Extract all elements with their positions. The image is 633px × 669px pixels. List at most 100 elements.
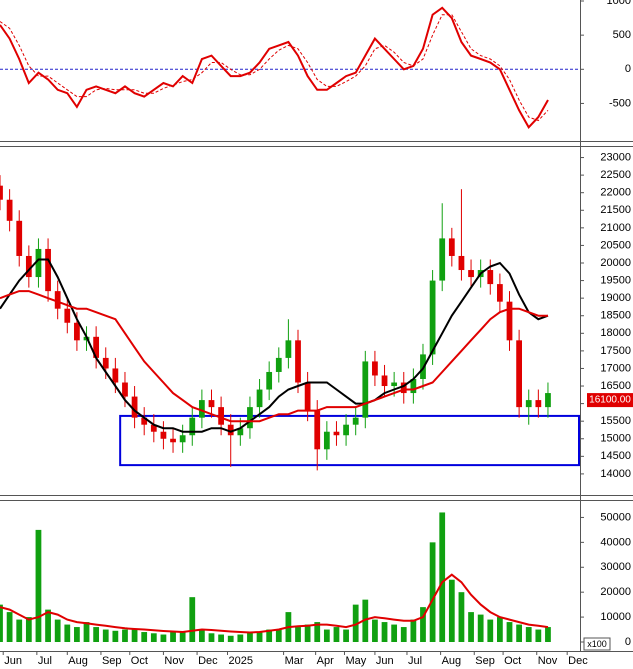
candle-body <box>333 431 340 436</box>
volume-bar <box>535 629 542 642</box>
y-tick-label: 30000 <box>600 561 631 573</box>
x-tick-label: Oct <box>504 655 521 667</box>
candle-body <box>189 417 196 436</box>
y-tick-label: 500 <box>613 29 631 41</box>
volume-bar <box>304 624 311 642</box>
volume-bar <box>333 627 340 642</box>
line-series <box>0 573 549 634</box>
volume-bar <box>400 627 407 642</box>
candle-body <box>237 428 244 436</box>
volume-bar <box>16 619 23 642</box>
candle-body <box>400 382 407 394</box>
volume-bar <box>391 624 398 642</box>
support-box <box>119 414 581 467</box>
volume-bar <box>487 619 494 642</box>
candle-body <box>218 407 224 425</box>
volume-bar <box>112 630 119 642</box>
y-tick-label: 18000 <box>600 327 631 339</box>
candle-body <box>448 238 455 256</box>
volume-bar <box>516 624 522 642</box>
candle-body <box>362 361 369 418</box>
unit-label: x100 <box>587 639 607 649</box>
y-tick-label: 15000 <box>600 433 631 445</box>
candle-body <box>535 400 542 408</box>
volume-bar <box>141 632 148 642</box>
last-price-tag <box>587 393 633 408</box>
candle-body <box>458 255 465 271</box>
x-tick-label: Aug <box>442 655 462 667</box>
x-tick-label: Apr <box>317 655 334 667</box>
y-tick-label: 17500 <box>600 345 631 357</box>
volume-bar <box>352 604 359 642</box>
volume-bar <box>131 629 138 642</box>
volume-bar <box>179 632 186 642</box>
y-tick-label: 0 <box>625 63 631 75</box>
y-tick-label: 17000 <box>600 362 631 374</box>
volume-bar <box>410 619 417 642</box>
candle-body <box>6 199 13 221</box>
y-tick-label: 22500 <box>600 169 631 181</box>
x-tick-label: Oct <box>131 655 148 667</box>
x-tick-label: Nov <box>164 655 184 667</box>
volume-bar <box>150 633 157 642</box>
volume-bar <box>275 629 282 642</box>
candle-body <box>429 280 436 355</box>
volume-bar <box>25 617 32 642</box>
volume-bar <box>314 622 321 642</box>
y-tick-label: 18500 <box>600 310 631 322</box>
candle-body <box>275 357 282 372</box>
x-tick-label: 2025 <box>229 655 253 667</box>
candle-body <box>179 435 186 443</box>
x-tick-label: Sep <box>102 655 122 667</box>
line-series <box>0 258 549 433</box>
candle-body <box>93 336 100 358</box>
y-tick-label: 22000 <box>600 187 631 199</box>
candle-body <box>45 248 51 292</box>
candle-body <box>343 424 349 436</box>
volume-bar <box>497 617 503 642</box>
volume-bar <box>545 627 551 642</box>
candle-body <box>545 393 551 408</box>
volume-bar <box>506 622 513 642</box>
x-tick-label: Jun <box>376 655 394 667</box>
volume-bar <box>35 529 42 642</box>
volume-bar <box>439 512 446 642</box>
y-tick-label: 20000 <box>600 257 631 269</box>
volume-bar <box>266 629 273 642</box>
volume-bar <box>102 629 109 642</box>
volume-bar <box>198 629 205 642</box>
candle-body <box>381 375 388 387</box>
candle-body <box>410 379 417 394</box>
volume-bar <box>247 632 253 642</box>
volume-bar <box>83 622 90 642</box>
volume-bar <box>74 627 80 642</box>
candle-body <box>102 357 109 369</box>
volume-bar <box>362 599 369 642</box>
candle-body <box>150 424 157 432</box>
x-tick-label: Dec <box>198 655 218 667</box>
y-tick-label: 21000 <box>600 222 631 234</box>
candle-body <box>497 284 503 302</box>
x-tick-label: May <box>345 655 366 667</box>
y-tick-label: 19500 <box>600 274 631 286</box>
y-tick-label: 20500 <box>600 239 631 251</box>
volume-bar <box>54 619 61 642</box>
candle-body <box>16 220 23 256</box>
volume-bar <box>0 604 3 642</box>
candle-body <box>35 248 42 278</box>
candle-body <box>304 382 311 411</box>
volume-bar <box>64 624 71 642</box>
candle-body <box>122 382 128 397</box>
candle-body <box>516 340 522 408</box>
candle-body <box>64 308 71 323</box>
y-tick-label: 40000 <box>600 536 631 548</box>
candle-body <box>227 424 234 436</box>
volume-bar <box>170 632 176 642</box>
y-tick-label: 23000 <box>600 151 631 163</box>
volume-bar <box>208 633 215 642</box>
candle-body <box>525 400 532 408</box>
candle-body <box>198 400 205 418</box>
candle-body <box>208 400 215 408</box>
candle-body <box>160 431 167 439</box>
